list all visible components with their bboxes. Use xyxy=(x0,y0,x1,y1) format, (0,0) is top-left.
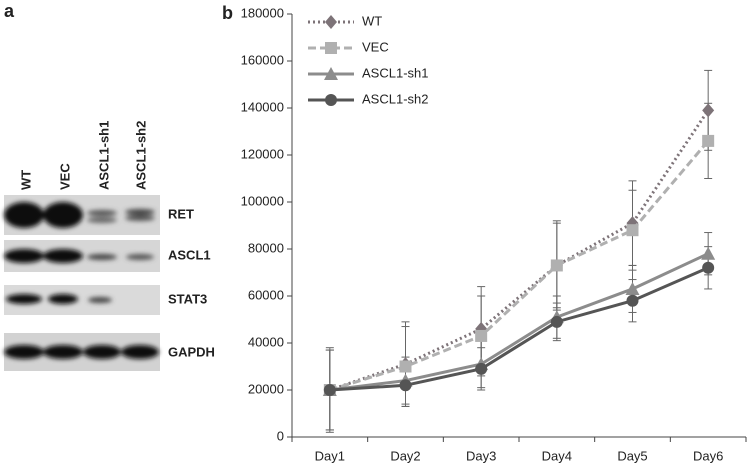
series-line xyxy=(329,252,709,392)
panel-label: a xyxy=(4,1,15,21)
lane-label: VEC xyxy=(57,163,72,190)
marker xyxy=(325,42,337,54)
marker xyxy=(626,224,639,237)
marker xyxy=(475,362,488,375)
x-tick-label: Day2 xyxy=(390,448,420,463)
band-label: STAT3 xyxy=(168,291,207,306)
legend-label: ASCL1-sh2 xyxy=(362,91,428,106)
marker xyxy=(325,15,337,29)
y-tick-label: 0 xyxy=(277,428,284,443)
series-line xyxy=(329,139,710,392)
panel-label: b xyxy=(222,3,233,23)
x-tick-label: Day4 xyxy=(542,448,572,463)
marker xyxy=(399,360,412,373)
y-tick-label: 20000 xyxy=(248,381,284,396)
legend-label: ASCL1-sh1 xyxy=(362,65,428,80)
marker xyxy=(625,281,640,295)
series-line xyxy=(329,109,710,392)
y-tick-label: 160000 xyxy=(241,52,284,67)
x-tick-label: Day1 xyxy=(315,448,345,463)
line-chart: 0 20000 40000 60000 80000 100000 120000 140000 1… xyxy=(241,5,747,463)
series-line xyxy=(329,266,709,392)
marker xyxy=(702,261,715,274)
marker xyxy=(323,384,336,396)
marker xyxy=(702,103,715,118)
lane-label: WT xyxy=(18,170,33,190)
band-label: ASCL1 xyxy=(168,247,211,262)
lane-label: ASCL1-sh2 xyxy=(133,121,148,190)
x-tick-label: Day6 xyxy=(693,448,723,463)
marker xyxy=(324,67,338,80)
band-label: RET xyxy=(168,206,194,221)
x-tick-label: Day3 xyxy=(466,448,496,463)
blot-strips xyxy=(4,195,160,371)
y-tick-label: 60000 xyxy=(248,287,284,302)
marker xyxy=(701,246,716,260)
marker xyxy=(626,294,639,307)
y-tick-label: 40000 xyxy=(248,334,284,349)
lane-label: ASCL1-sh1 xyxy=(96,121,111,190)
y-tick-label: 120000 xyxy=(241,146,284,161)
marker xyxy=(399,379,412,392)
y-tick-label: 140000 xyxy=(241,99,284,114)
marker xyxy=(475,329,488,342)
y-tick-label: 80000 xyxy=(248,240,284,255)
marker xyxy=(550,259,563,272)
legend-label: WT xyxy=(362,13,382,28)
marker xyxy=(325,94,337,106)
x-tick-label: Day5 xyxy=(617,448,647,463)
marker xyxy=(550,315,563,328)
y-tick-label: 180000 xyxy=(241,5,284,20)
y-tick-label: 100000 xyxy=(241,193,284,208)
band-label: GAPDH xyxy=(168,344,215,359)
legend-label: VEC xyxy=(362,39,389,54)
blot-lane-labels: WT VEC ASCL1-sh1 ASCL1-sh2 xyxy=(18,121,148,190)
marker xyxy=(702,134,715,147)
